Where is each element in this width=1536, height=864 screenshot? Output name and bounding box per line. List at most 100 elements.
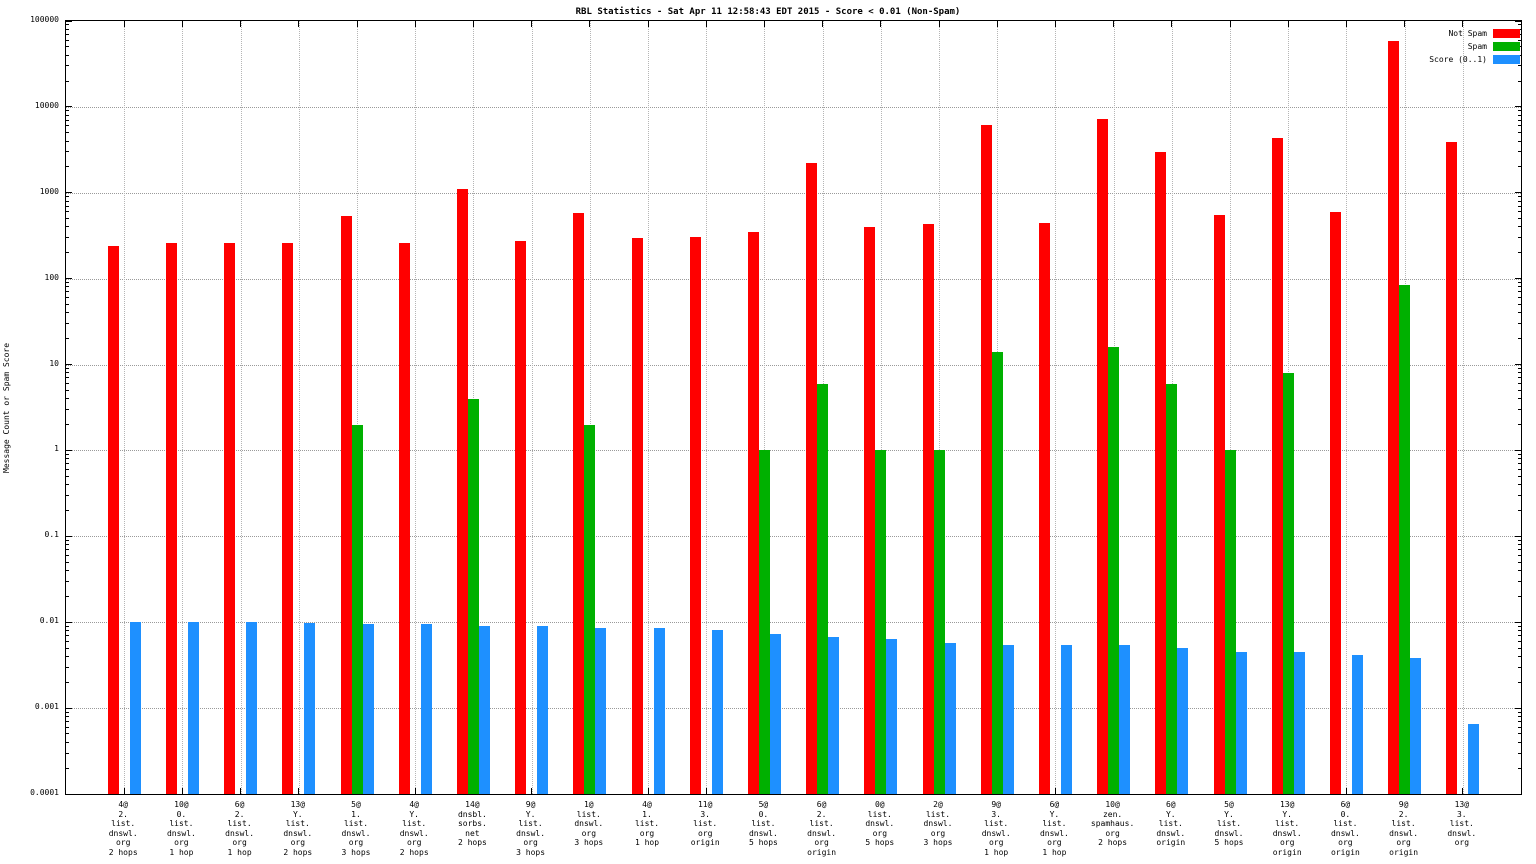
y-minor-tick (1518, 767, 1521, 769)
y-minor-tick (66, 720, 69, 722)
bar-score-0-1- (1468, 724, 1480, 794)
x-tick-label: 10@ zen. spamhaus. org 2 hops (1090, 800, 1135, 847)
bar-not-spam (1213, 215, 1225, 794)
y-minor-tick (1518, 625, 1521, 627)
bar-score-0-1- (1060, 644, 1072, 794)
bar-not-spam (922, 224, 934, 794)
bar-score-0-1- (944, 642, 956, 794)
v-gridline (357, 21, 358, 794)
y-minor-tick (66, 110, 69, 112)
y-minor-tick (66, 475, 69, 477)
x-tick (531, 21, 533, 27)
y-minor-tick (1518, 200, 1521, 202)
v-gridline (1462, 21, 1464, 794)
legend-swatch (1493, 55, 1520, 64)
legend-swatch (1493, 42, 1520, 51)
y-minor-tick (1518, 132, 1521, 134)
v-gridline (415, 21, 417, 794)
y-minor-tick (66, 767, 69, 769)
y-minor-tick (1518, 408, 1521, 410)
y-minor-tick (66, 389, 69, 391)
y-minor-tick (1518, 304, 1521, 306)
y-minor-tick (1518, 297, 1521, 299)
bar-score-0-1- (420, 624, 432, 794)
x-tick (1113, 21, 1115, 27)
y-minor-tick (66, 570, 69, 571)
bar-not-spam (340, 216, 352, 794)
y-tick-label: 0.01 (39, 616, 59, 626)
y-minor-tick (1518, 226, 1521, 228)
y-minor-tick (1518, 655, 1521, 657)
y-minor-tick (66, 80, 69, 82)
y-tick-label: 0.1 (44, 530, 59, 540)
y-minor-tick (66, 666, 69, 668)
h-gridline (66, 192, 1521, 194)
h-gridline (66, 708, 1521, 710)
y-minor-tick (66, 398, 69, 400)
x-tick (647, 788, 649, 794)
y-minor-tick (66, 711, 69, 713)
chart-title: RBL Statistics - Sat Apr 11 12:58:43 EDT… (575, 7, 961, 17)
x-tick (1229, 21, 1231, 27)
y-tick-label: 10000 (34, 100, 59, 110)
y-minor-tick (66, 282, 69, 284)
y-minor-tick (1518, 681, 1521, 683)
v-gridline (939, 21, 940, 794)
y-minor-tick (66, 24, 69, 26)
bar-score-0-1- (1002, 644, 1014, 794)
x-tick-label: 13@ 3. list. dnswl. org (1447, 800, 1477, 847)
y-minor-tick (1518, 125, 1521, 127)
y-minor-tick (66, 196, 69, 198)
v-gridline (880, 21, 882, 794)
y-minor-tick (1518, 711, 1521, 713)
y-minor-tick (1518, 398, 1521, 400)
y-minor-tick (66, 549, 69, 551)
v-gridline (589, 21, 591, 794)
x-tick (240, 21, 242, 27)
y-minor-tick (1518, 286, 1521, 288)
x-tick (181, 21, 183, 27)
x-tick-label: 9@ 2. list. dnswl. org origin (1389, 800, 1419, 857)
y-tick-label: 0.001 (34, 702, 59, 712)
x-tick (880, 21, 882, 27)
x-tick (1345, 21, 1347, 27)
bar-spam (467, 398, 479, 794)
y-minor-tick (1518, 65, 1521, 67)
bar-not-spam (398, 243, 410, 794)
x-tick-label: 4@ 2. list. dnswl. org 2 hops (108, 800, 138, 857)
bar-score-0-1- (187, 622, 199, 794)
x-tick (298, 21, 300, 27)
y-minor-tick (1518, 549, 1521, 551)
bar-not-spam (689, 237, 701, 794)
y-minor-tick (1518, 544, 1521, 546)
x-tick (705, 788, 707, 794)
y-minor-tick (1518, 119, 1521, 121)
bar-spam (758, 450, 770, 794)
y-minor-tick (66, 218, 69, 220)
bar-spam (1166, 383, 1178, 794)
y-tick (66, 278, 72, 280)
bar-not-spam (224, 243, 236, 794)
v-gridline (298, 21, 300, 794)
y-minor-tick (66, 119, 69, 121)
y-tick (1515, 707, 1521, 709)
bar-not-spam (1329, 212, 1341, 794)
y-minor-tick (66, 338, 69, 340)
y-minor-tick (1518, 509, 1521, 511)
v-gridline (648, 21, 649, 794)
y-minor-tick (1518, 741, 1521, 743)
y-tick (66, 535, 72, 537)
y-minor-tick (66, 304, 69, 306)
y-minor-tick (1518, 635, 1521, 637)
x-tick-label: 6@ 0. list. dnswl. org origin (1330, 800, 1360, 857)
bar-not-spam (1097, 118, 1109, 794)
y-minor-tick (66, 635, 69, 637)
bar-score-0-1- (1235, 652, 1247, 794)
legend-row: Not Spam (1429, 27, 1520, 40)
bar-score-0-1- (1119, 645, 1131, 794)
y-minor-tick (66, 458, 69, 460)
bar-not-spam (631, 238, 643, 794)
y-tick (1515, 106, 1521, 108)
y-minor-tick (66, 132, 69, 134)
